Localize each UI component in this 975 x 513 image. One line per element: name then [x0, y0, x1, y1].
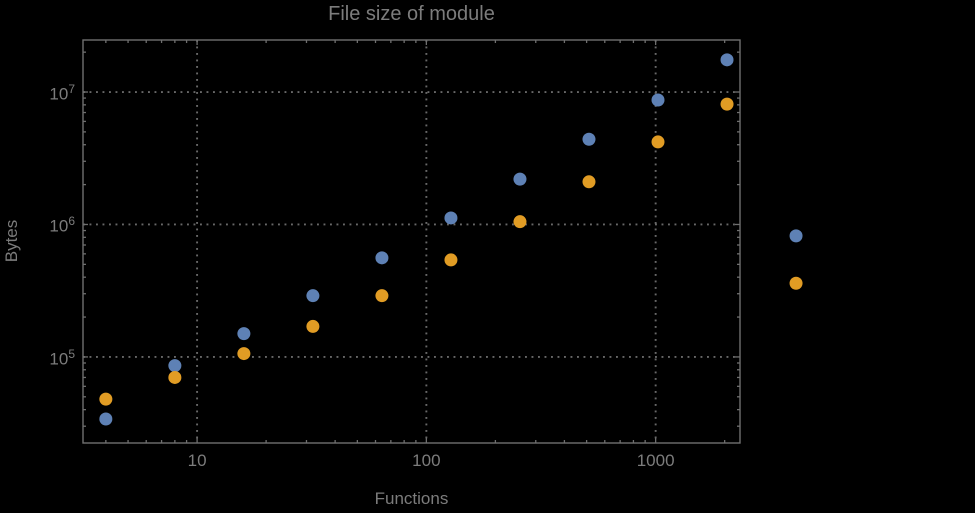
series-blue-point	[789, 229, 803, 243]
series-blue-point	[444, 211, 458, 225]
x-tick-label: 100	[412, 451, 441, 470]
series-orange-point	[444, 253, 458, 267]
series-blue-point	[306, 289, 320, 303]
x-axis-title: Functions	[374, 489, 449, 508]
series-orange-point	[789, 276, 803, 290]
y-tick-label: 106	[49, 214, 75, 237]
series-orange-point	[513, 215, 527, 229]
chart-title: File size of module	[328, 3, 495, 25]
series-orange-point	[651, 135, 665, 149]
series-orange-point	[375, 289, 389, 303]
series-blue-point	[375, 251, 389, 265]
series-orange-point	[306, 319, 320, 333]
series-orange-point	[237, 347, 251, 361]
plot-frame	[82, 39, 741, 444]
y-tick-label: 107	[49, 82, 75, 104]
series-blue-point	[168, 359, 182, 373]
series-orange-point	[720, 97, 734, 111]
series-blue-point	[720, 53, 734, 67]
series-orange-point	[582, 175, 596, 189]
y-tick-label: 105	[49, 346, 75, 369]
x-tick-label: 10	[187, 451, 207, 470]
series-blue-point	[651, 93, 665, 107]
series-orange-point	[99, 392, 113, 406]
x-tick-label: 1000	[636, 451, 675, 470]
series-blue-point	[582, 132, 596, 146]
series-orange-point	[168, 370, 182, 384]
series-blue-point	[99, 412, 113, 426]
series-blue-point	[513, 172, 527, 186]
series-blue-point	[237, 327, 251, 341]
